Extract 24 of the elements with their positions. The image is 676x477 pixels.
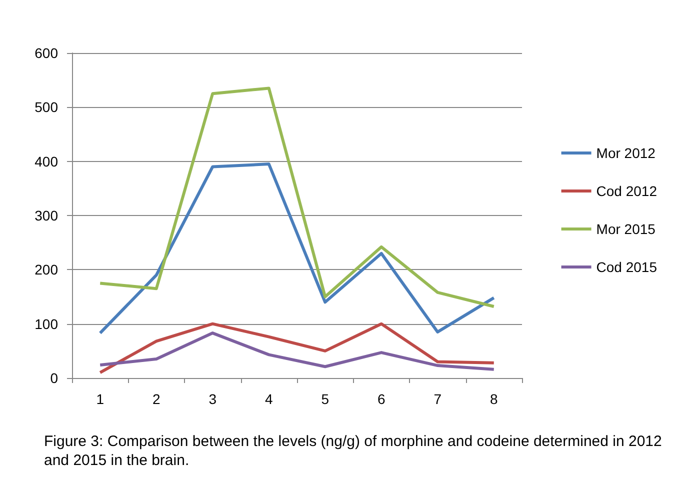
y-tick-label: 0 bbox=[50, 370, 58, 386]
line-series bbox=[98, 322, 496, 374]
caption: Figure 3: Comparison between the levels (ng/g) of morphine and codeine determined in 2012 and 2015 in the brain. bbox=[44, 432, 663, 470]
line-series bbox=[98, 86, 496, 308]
y-tick-label: 300 bbox=[34, 208, 58, 224]
legend-label: Mor 2015 bbox=[596, 221, 656, 237]
x-tick-label: 6 bbox=[377, 391, 386, 407]
x-tick-label: 5 bbox=[321, 391, 330, 407]
legend-label: Mor 2012 bbox=[596, 145, 656, 161]
y-tick-label: 200 bbox=[34, 262, 58, 278]
y-tick-label: 500 bbox=[34, 99, 58, 116]
line-series bbox=[98, 332, 496, 371]
x-tick-label: 4 bbox=[264, 391, 273, 407]
x-tick-label: 3 bbox=[208, 391, 217, 407]
x-tick-label: 2 bbox=[152, 391, 160, 407]
x-tick-label: 7 bbox=[434, 391, 442, 407]
y-tick-label: 400 bbox=[34, 153, 58, 170]
y-tick-label: 100 bbox=[34, 316, 58, 332]
x-tick-label: 1 bbox=[96, 391, 104, 407]
y-tick-label: 600 bbox=[34, 45, 58, 61]
line-series bbox=[98, 162, 496, 335]
legend-label: Cod 2012 bbox=[596, 183, 658, 199]
legend-label: Cod 2015 bbox=[596, 259, 658, 275]
x-tick-label: 8 bbox=[490, 391, 498, 407]
